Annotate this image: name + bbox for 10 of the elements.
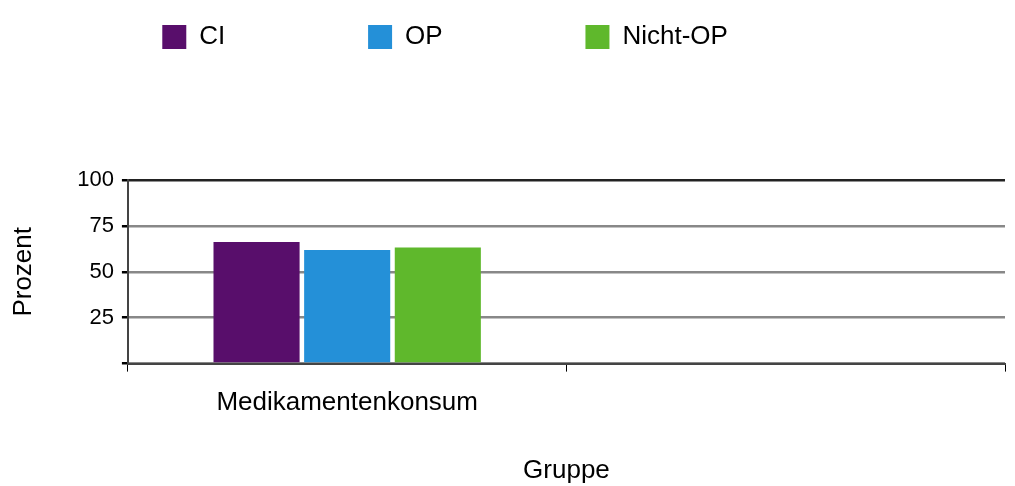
legend-label: OP (405, 20, 565, 51)
y-tick-label: 100 (77, 166, 114, 192)
legend-label: Nicht-OP (622, 20, 851, 51)
y-tick-label: 50 (89, 257, 114, 283)
x-tick-label: Medikamentenkonsum (216, 386, 478, 417)
y-axis-title: Prozent (6, 226, 37, 317)
y-tick-label: 25 (89, 303, 114, 329)
y-tick-label: 75 (89, 211, 114, 237)
x-axis-title: Gruppe (523, 453, 610, 484)
legend-label: CI (199, 20, 349, 51)
